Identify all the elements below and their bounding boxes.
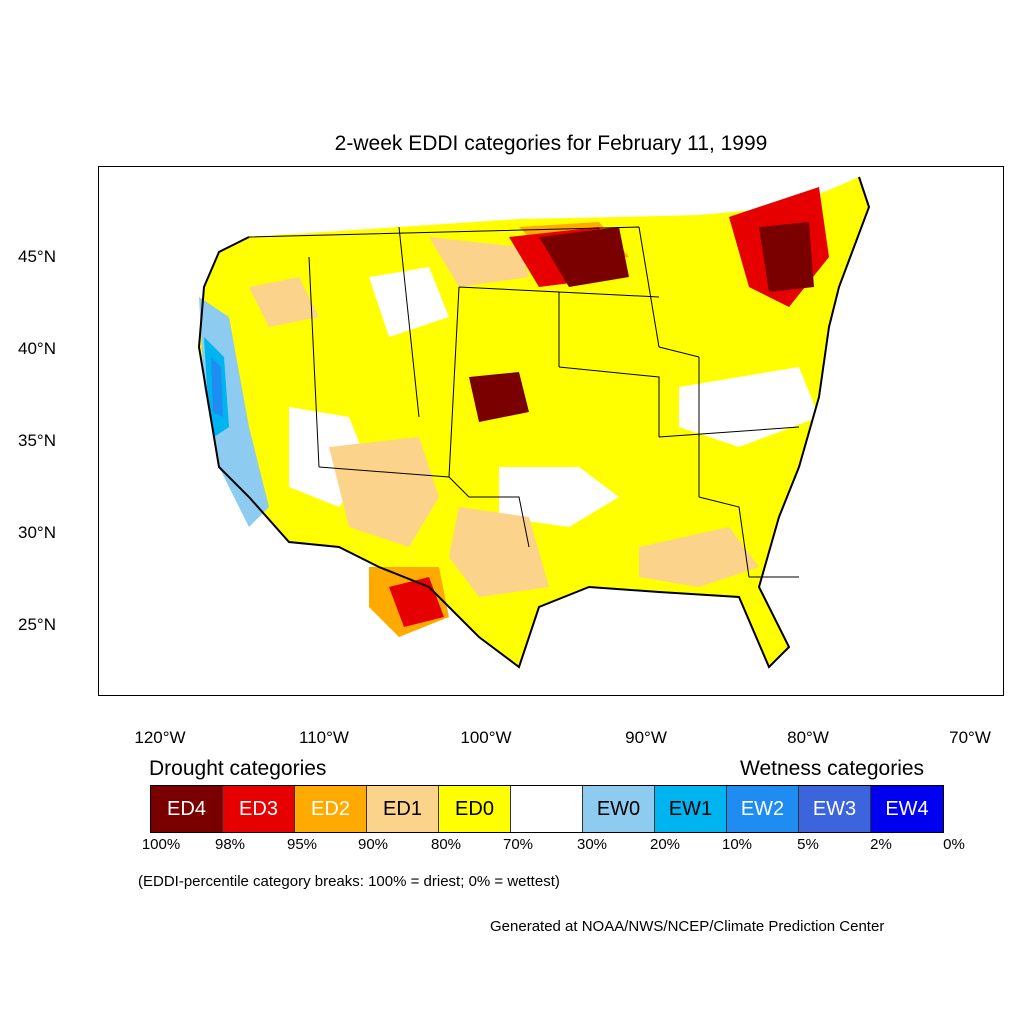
legend-label: EW0 bbox=[596, 797, 641, 820]
ed1-region bbox=[639, 527, 759, 587]
conus-map bbox=[197, 176, 871, 669]
map-panel bbox=[98, 166, 1004, 696]
break-label: 30% bbox=[576, 836, 608, 853]
lon-label-120w: 120°W bbox=[134, 728, 186, 747]
legend-box-ed2: ED2 bbox=[295, 786, 367, 832]
lon-label-80w: 80°W bbox=[787, 728, 829, 747]
legend-label: EW2 bbox=[740, 797, 785, 820]
ew2-region bbox=[211, 357, 223, 417]
ed1-region bbox=[429, 237, 529, 287]
legend-box-ed1: ED1 bbox=[367, 786, 439, 832]
legend-box-ew2: EW2 bbox=[727, 786, 799, 832]
legend-box-normal bbox=[511, 786, 583, 832]
ed4-region bbox=[759, 222, 814, 292]
ed4-region bbox=[469, 372, 529, 422]
lat-label-35: 35°N bbox=[18, 431, 56, 450]
coastline bbox=[197, 176, 871, 669]
break-label: 2% bbox=[870, 836, 892, 853]
drought-categories-heading: Drought categories bbox=[149, 757, 327, 780]
break-label: 90% bbox=[357, 836, 389, 853]
ed1-region bbox=[249, 277, 319, 327]
break-label: 5% bbox=[797, 836, 819, 853]
legend-box-ed3: ED3 bbox=[223, 786, 295, 832]
lat-label-40: 40°N bbox=[18, 339, 56, 358]
legend-label: ED4 bbox=[167, 797, 206, 820]
lon-label-90w: 90°W bbox=[625, 728, 667, 747]
legend-label: ED0 bbox=[455, 797, 494, 820]
lon-label-70w: 70°W bbox=[949, 728, 991, 747]
border-lines bbox=[248, 226, 800, 578]
legend-box-ew0: EW0 bbox=[583, 786, 655, 832]
legend-label: ED1 bbox=[383, 797, 422, 820]
legend-box-ew3: EW3 bbox=[799, 786, 871, 832]
lat-label-45: 45°N bbox=[18, 247, 56, 266]
map-title: 2-week EDDI categories for February 11, … bbox=[334, 132, 768, 155]
legend-box-ew4: EW4 bbox=[871, 786, 943, 832]
category-colorbar: ED4 ED3 ED2 ED1 ED0 EW0 EW1 EW2 EW3 EW4 bbox=[150, 785, 944, 833]
lat-label-25: 25°N bbox=[18, 615, 56, 634]
lon-label-100w: 100°W bbox=[460, 728, 512, 747]
legend-label: ED2 bbox=[311, 797, 350, 820]
legend-label: EW1 bbox=[668, 797, 713, 820]
legend-box-ew1: EW1 bbox=[655, 786, 727, 832]
credit-line: Generated at NOAA/NWS/NCEP/Climate Predi… bbox=[490, 918, 885, 935]
ed1-region bbox=[449, 507, 549, 597]
legend-label: EW3 bbox=[812, 797, 857, 820]
ed4-region bbox=[539, 227, 629, 287]
break-label: 98% bbox=[214, 836, 246, 853]
wetness-categories-heading: Wetness categories bbox=[740, 757, 925, 780]
break-label: 0% bbox=[943, 836, 965, 853]
normal-region bbox=[679, 367, 819, 447]
break-label: 10% bbox=[721, 836, 753, 853]
category-note: (EDDI-percentile category breaks: 100% =… bbox=[138, 873, 560, 890]
legend-box-ed0: ED0 bbox=[439, 786, 511, 832]
ed1-region bbox=[329, 437, 439, 547]
break-label: 95% bbox=[286, 836, 318, 853]
normal-region bbox=[369, 267, 449, 337]
legend-box-ed4: ED4 bbox=[151, 786, 223, 832]
break-label: 100% bbox=[141, 836, 181, 853]
legend-label: ED3 bbox=[239, 797, 278, 820]
normal-region bbox=[499, 467, 619, 527]
break-label: 20% bbox=[649, 836, 681, 853]
break-label: 80% bbox=[430, 836, 462, 853]
break-label: 70% bbox=[502, 836, 534, 853]
legend-label: EW4 bbox=[885, 797, 929, 820]
lat-label-30: 30°N bbox=[18, 523, 56, 542]
lon-label-110w: 110°W bbox=[299, 728, 349, 747]
